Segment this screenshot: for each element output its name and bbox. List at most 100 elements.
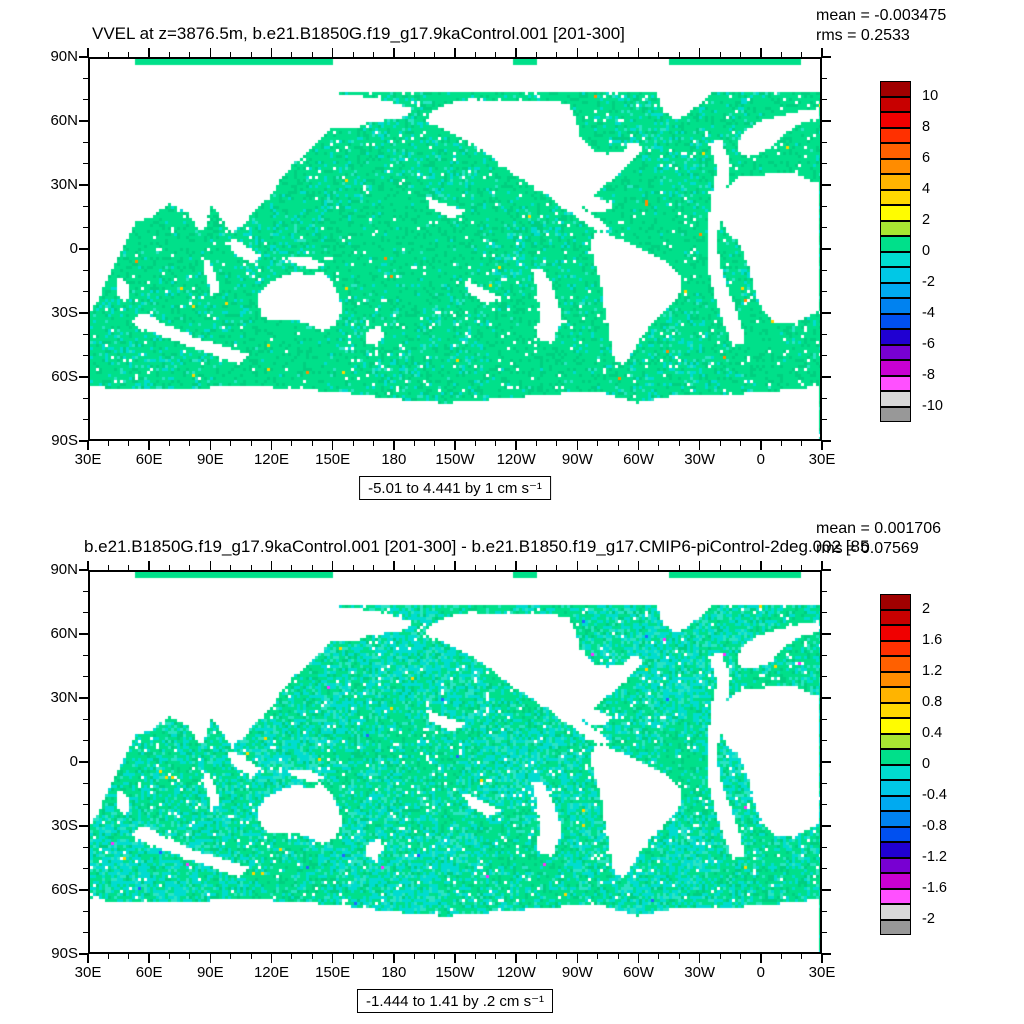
lat-tick-label: 30N (50, 689, 78, 706)
colorbar-box (880, 313, 911, 329)
colorbar: 10 8 6 4 2 0 -2 -4 -6 -8 -10 (880, 81, 943, 422)
axis-tick (250, 52, 252, 57)
colorbar-box (880, 780, 911, 796)
map-frame (88, 57, 822, 441)
axis-tick (822, 697, 831, 699)
axis-tick (169, 565, 171, 570)
map-canvas (90, 572, 820, 952)
colorbar-box (880, 298, 911, 314)
axis-tick (413, 52, 415, 57)
axis-tick (678, 954, 680, 959)
axis-tick (495, 954, 497, 959)
axis-tick (311, 52, 313, 57)
colorbar-box (880, 189, 911, 205)
colorbar-box (880, 127, 911, 143)
axis-tick (536, 565, 538, 570)
axis-tick (617, 441, 619, 446)
axis-tick (230, 954, 232, 959)
axis-tick (83, 227, 88, 229)
colorbar-box (880, 671, 911, 687)
axis-tick (822, 590, 827, 592)
axis-tick (822, 227, 827, 229)
axis-tick (822, 56, 831, 58)
axis-tick (79, 889, 88, 891)
axis-tick (311, 954, 313, 959)
colorbar-tick-label: 8 (922, 118, 931, 135)
axis-tick (658, 441, 660, 446)
axis-tick (209, 441, 212, 450)
axis-tick (83, 932, 88, 934)
axis-tick (331, 441, 334, 450)
axis-tick (372, 441, 374, 446)
lat-tick-label: 0 (69, 240, 78, 257)
axis-tick (822, 312, 831, 314)
lon-tick-label: 30W (684, 451, 716, 468)
colorbar-box (880, 702, 911, 718)
lon-tick-label: 150W (435, 964, 475, 981)
axis-tick (169, 441, 171, 446)
axis-tick (822, 868, 827, 870)
axis-tick (83, 99, 88, 101)
axis-tick (821, 441, 823, 450)
lat-tick-label: 30S (51, 304, 78, 321)
lon-tick-label: 60W (623, 451, 654, 468)
colorbar-box (880, 625, 911, 641)
axis-tick (331, 954, 334, 963)
axis-tick (515, 441, 517, 450)
colorbar-box (880, 143, 911, 159)
lon-tick-label: 60E (135, 451, 163, 468)
axis-tick (822, 99, 827, 101)
axis-tick (658, 565, 660, 570)
stats-block: mean = -0.003475 rms = 0.2533 (816, 6, 946, 46)
axis-tick (454, 954, 456, 963)
colorbar-tick-label: 0.4 (922, 724, 943, 741)
axis-tick (760, 48, 762, 57)
axis-tick (780, 441, 782, 446)
axis-tick (637, 48, 640, 57)
colorbar-box (880, 795, 911, 811)
axis-tick (250, 954, 252, 959)
axis-tick (719, 52, 721, 57)
axis-tick (79, 248, 88, 250)
axis-tick (822, 355, 827, 357)
axis-tick (83, 676, 88, 678)
stat-mean: mean = 0.001706 (816, 520, 941, 537)
lat-tick-label: 60N (50, 112, 78, 129)
axis-tick (87, 48, 89, 57)
axis-tick (495, 52, 497, 57)
axis-tick (536, 52, 538, 57)
colorbar-box (880, 391, 911, 407)
axis-tick (474, 954, 476, 959)
lon-tick-label: 0 (756, 451, 765, 468)
axis-tick (230, 52, 232, 57)
axis-tick (291, 441, 293, 446)
lon-tick-label: 30E (74, 964, 102, 981)
axis-tick (189, 954, 191, 959)
colorbar-box (880, 158, 911, 174)
colorbar-box (880, 81, 911, 97)
colorbar-box (880, 96, 911, 112)
axis-tick (83, 846, 88, 848)
axis-tick (822, 889, 831, 891)
colorbar-tick-label: 2 (922, 600, 931, 617)
colorbar-box (880, 640, 911, 656)
axis-tick (169, 954, 171, 959)
axis-tick (352, 441, 354, 446)
axis-tick (597, 954, 599, 959)
colorbar-box (880, 360, 911, 376)
axis-tick (83, 77, 88, 79)
axis-tick (536, 954, 538, 959)
axis-tick (79, 120, 88, 122)
stats-block: mean = 0.001706 rms = 0.07569 (816, 519, 941, 559)
axis-tick (372, 565, 374, 570)
colorbar-box (880, 919, 911, 935)
lat-tick-label: 30S (51, 817, 78, 834)
lat-tick-label: 90S (51, 945, 78, 962)
axis-tick (413, 565, 415, 570)
axis-tick (780, 52, 782, 57)
axis-tick (637, 561, 640, 570)
colorbar-tick-label: -1.2 (922, 848, 947, 865)
axis-tick (83, 804, 88, 806)
colorbar-tick-label: 2 (922, 211, 931, 228)
axis-tick (148, 954, 150, 963)
